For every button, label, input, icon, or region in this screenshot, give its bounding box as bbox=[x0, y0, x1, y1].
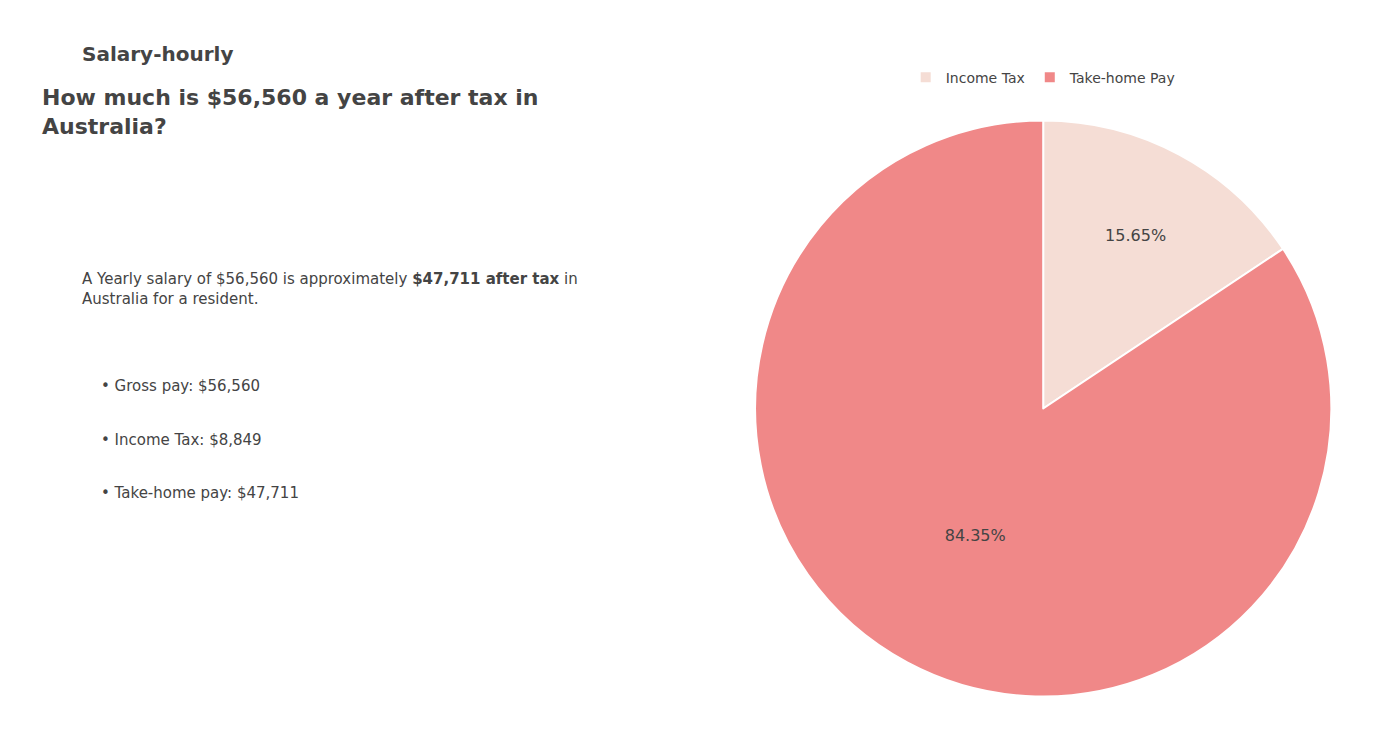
svg-text:Income Tax: Income Tax bbox=[946, 70, 1025, 86]
svg-text:A Yearly salary of $56,560 is: A Yearly salary of $56,560 is approximat… bbox=[82, 270, 578, 308]
svg-text:Salary-hourly: Salary-hourly bbox=[82, 42, 233, 66]
svg-text:• Take-home pay: $47,711: • Take-home pay: $47,711 bbox=[101, 484, 299, 502]
svg-text:• Income Tax: $8,849: • Income Tax: $8,849 bbox=[101, 431, 262, 449]
svg-text:84.35%: 84.35% bbox=[945, 526, 1006, 545]
svg-text:How much is $56,560 a year aft: How much is $56,560 a year after tax inA… bbox=[42, 85, 539, 139]
svg-text:Take-home Pay: Take-home Pay bbox=[1069, 70, 1175, 86]
svg-text:• Gross pay: $56,560: • Gross pay: $56,560 bbox=[101, 377, 260, 395]
svg-text:15.65%: 15.65% bbox=[1105, 226, 1166, 245]
